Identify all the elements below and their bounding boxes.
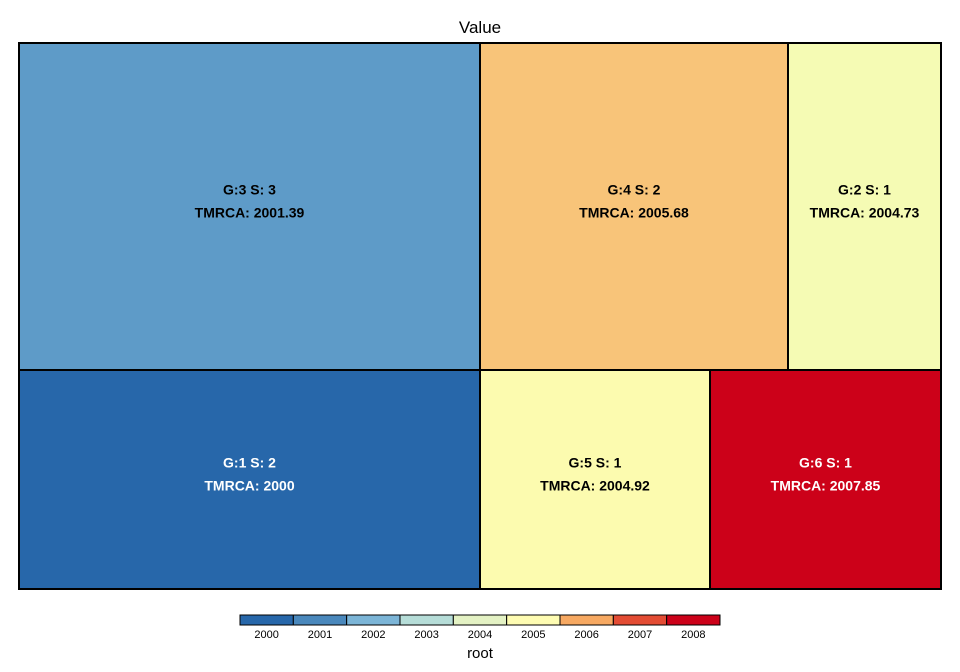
tile-rect [709, 369, 942, 590]
tile-rect [787, 42, 942, 371]
tile-label: G:5 S: 1 [569, 455, 622, 471]
legend-swatch [666, 614, 721, 626]
tile-rect [479, 42, 789, 371]
legend-tick-label: 2002 [361, 629, 385, 641]
legend-tick-label: 2001 [308, 629, 332, 641]
legend-tick-label: 2007 [628, 629, 652, 641]
tile-label: G:2 S: 1 [838, 182, 891, 198]
tile-tmrca: TMRCA: 2001.39 [195, 205, 305, 221]
legend-tick-label: 2004 [468, 629, 492, 641]
legend-tick-label: 2000 [254, 629, 278, 641]
treemap-tile: G:5 S: 1 TMRCA: 2004.92 [479, 369, 711, 590]
legend-swatch [452, 614, 508, 626]
tile-tmrca: TMRCA: 2007.85 [771, 478, 881, 494]
legend-swatch [559, 614, 614, 626]
tile-tmrca: TMRCA: 2000 [204, 478, 294, 494]
tile-label: G:3 S: 3 [223, 182, 276, 198]
legend-swatch [346, 614, 401, 626]
treemap-tiles: G:3 S: 3 TMRCA: 2001.39 G:4 S: 2 TMRCA: 200… [18, 42, 942, 590]
legend-swatch [506, 614, 561, 626]
tile-label: G:6 S: 1 [799, 455, 852, 471]
treemap-tile: G:4 S: 2 TMRCA: 2005.68 [479, 42, 789, 371]
tile-tmrca: TMRCA: 2005.68 [579, 205, 689, 221]
legend-tick-label: 2006 [574, 629, 598, 641]
legend-tick-label: 2005 [521, 629, 545, 641]
treemap-tile: G:1 S: 2 TMRCA: 2000 [18, 369, 481, 590]
treemap-tile: G:6 S: 1 TMRCA: 2007.85 [709, 369, 942, 590]
tile-tmrca: TMRCA: 2004.92 [540, 478, 650, 494]
legend-swatch [612, 614, 668, 626]
tile-label: G:1 S: 2 [223, 455, 276, 471]
chart-title: Value [459, 18, 501, 37]
treemap-tile: G:3 S: 3 TMRCA: 2001.39 [18, 42, 481, 371]
legend-swatch [399, 614, 454, 626]
legend-swatch [239, 614, 294, 626]
color-legend: 2000 2001 2002 2003 2004 2005 2006 2007 2008 [239, 614, 721, 641]
tile-rect [18, 42, 481, 371]
tile-label: G:4 S: 2 [608, 182, 661, 198]
legend-title: root [467, 645, 494, 662]
tile-rect [18, 369, 481, 590]
treemap-tile: G:2 S: 1 TMRCA: 2004.73 [787, 42, 942, 371]
tile-rect [479, 369, 711, 590]
legend-tick-label: 2008 [681, 629, 705, 641]
legend-tick-label: 2003 [414, 629, 438, 641]
tile-tmrca: TMRCA: 2004.73 [810, 205, 920, 221]
legend-swatch [292, 614, 348, 626]
